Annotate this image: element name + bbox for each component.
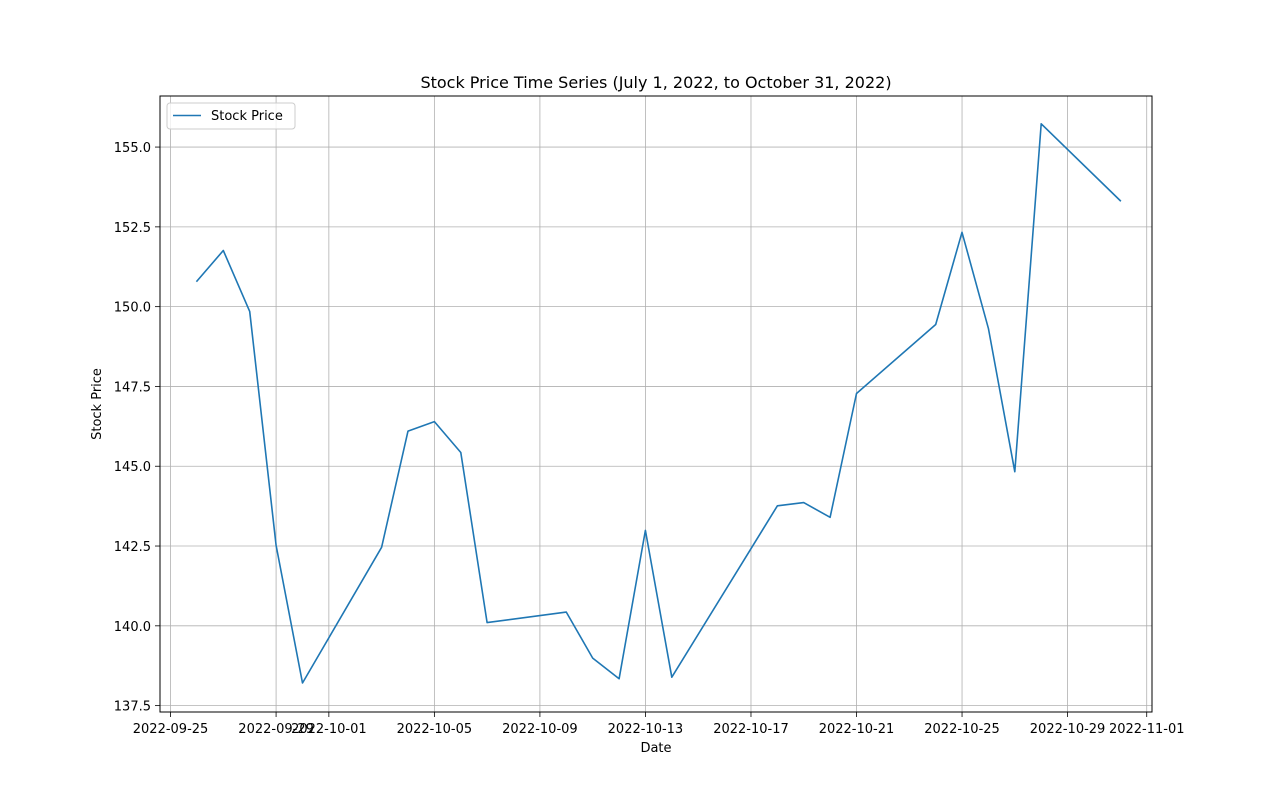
y-tick-label: 150.0 [114, 301, 151, 316]
series-layer [195, 123, 1122, 684]
x-tick-label: 2022-10-21 [819, 722, 895, 737]
x-tick-label: 2022-09-25 [133, 722, 209, 737]
plot-background [160, 96, 1152, 712]
y-tick-label: 155.0 [114, 141, 151, 156]
legend-label-stock-price: Stock Price [211, 109, 283, 124]
grid-lines [160, 96, 1152, 712]
x-tick-label: 2022-10-05 [397, 722, 473, 737]
x-tick-label: 2022-10-09 [502, 722, 578, 737]
y-tick-label: 145.0 [114, 460, 151, 475]
legend: Stock Price [166, 102, 296, 130]
y-tick-label: 142.5 [114, 540, 151, 555]
y-tick-label: 147.5 [114, 380, 151, 395]
x-tick-label: 2022-11-01 [1109, 722, 1185, 737]
x-tick-label: 2022-10-25 [924, 722, 1000, 737]
x-tick-label: 2022-10-17 [713, 722, 789, 737]
y-axis-title: Stock Price [90, 368, 105, 440]
y-tick-label: 152.5 [114, 221, 151, 236]
legend-box [166, 102, 296, 130]
series-line-stock-price [195, 123, 1122, 684]
x-axis-title: Date [640, 741, 671, 756]
y-tick-label: 137.5 [114, 700, 151, 715]
y-tick-label: 140.0 [114, 620, 151, 635]
x-tick-label: 2022-10-29 [1030, 722, 1106, 737]
plot-frame [159, 95, 1153, 713]
x-tick-label: 2022-09-29 [238, 722, 314, 737]
chart-title: Stock Price Time Series (July 1, 2022, t… [420, 73, 891, 92]
x-tick-label: 2022-10-13 [608, 722, 684, 737]
x-tick-label: 2022-10-01 [291, 722, 367, 737]
